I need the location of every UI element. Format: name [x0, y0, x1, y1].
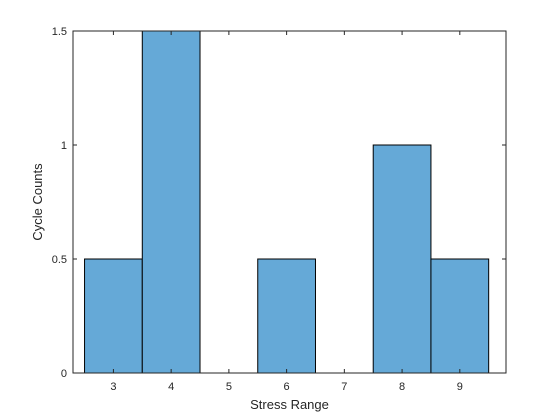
y-tick-label: 1.5 [52, 26, 67, 38]
x-tick-label: 8 [399, 381, 405, 393]
y-tick-label: 0 [61, 368, 67, 380]
x-tick-label: 6 [284, 381, 290, 393]
y-axis-title: Cycle Counts [30, 163, 45, 241]
x-tick-label: 4 [168, 381, 174, 393]
x-tick-label: 9 [457, 381, 463, 393]
bar-8 [372, 144, 432, 374]
y-tick-label: 0.5 [52, 254, 67, 266]
x-axis-ticks: 3 4 5 6 7 8 9 [110, 31, 463, 393]
bar-3 [84, 258, 143, 374]
plot-frame [72, 30, 507, 374]
bar-9 [430, 258, 490, 374]
x-axis-title: Stress Range [250, 397, 329, 412]
x-tick-label: 5 [226, 381, 232, 393]
bar-6 [257, 258, 316, 374]
y-axis-ticks: 0 0.5 1 1.5 [52, 26, 506, 380]
x-tick-label: 7 [341, 381, 347, 393]
x-tick-label: 3 [110, 381, 116, 393]
y-tick-label: 1 [61, 140, 67, 152]
bars-group [84, 30, 490, 374]
bar-4 [141, 30, 201, 374]
